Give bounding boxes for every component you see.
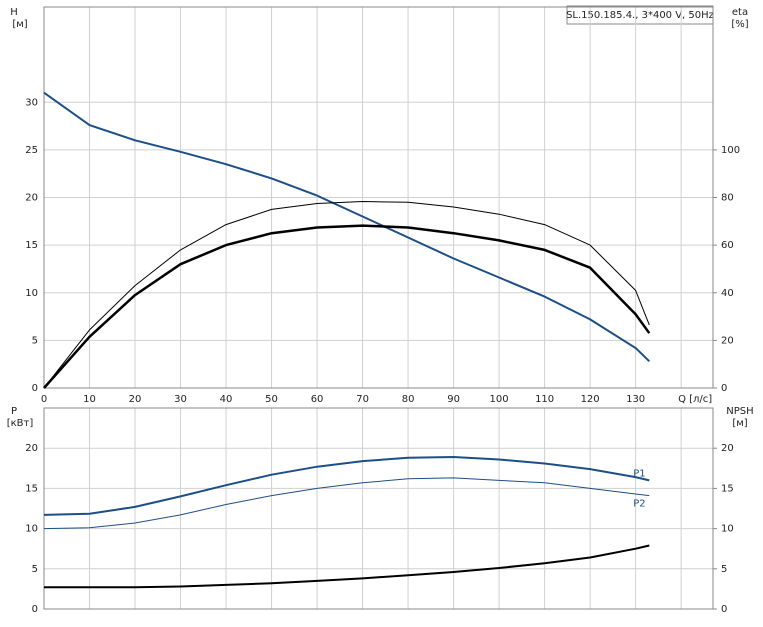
y2-tick-label: 5 (721, 564, 727, 575)
x-tick-label: 90 (447, 394, 460, 405)
y2-tick-label: 80 (721, 193, 734, 204)
x-tick-label: 20 (129, 394, 142, 405)
x-tick-label: 130 (626, 394, 645, 405)
x-tick-label: 100 (490, 394, 509, 405)
x-tick-label: 120 (581, 394, 600, 405)
x-tick-label: 70 (356, 394, 369, 405)
x-tick-label: 40 (220, 394, 233, 405)
y-tick-label: 15 (25, 240, 38, 251)
y2-tick-label: 0 (721, 383, 727, 394)
chart-title: SL.150.185.4., 3*400 V, 50Hz (566, 10, 714, 21)
x-tick-label: 50 (265, 394, 278, 405)
x-tick-label: 80 (402, 394, 415, 405)
curve (44, 544, 650, 589)
y2-axis-unit: [%] (731, 19, 748, 30)
y2-tick-label: 20 (721, 335, 734, 346)
y-axis-label: H (10, 7, 18, 18)
y-axis-unit: [кВт] (7, 418, 34, 429)
y-tick-label: 5 (32, 335, 38, 346)
curve-label: P2 (633, 499, 645, 510)
y-tick-label: 0 (32, 604, 38, 615)
y-tick-label: 20 (25, 193, 38, 204)
curve (43, 456, 650, 516)
plot-frame (43, 407, 714, 610)
curve (43, 201, 650, 389)
y-axis-unit: [м] (12, 19, 27, 30)
y2-tick-label: 60 (721, 240, 734, 251)
curve (43, 477, 650, 530)
y2-axis-label: NPSH (726, 406, 753, 417)
y-tick-label: 30 (25, 97, 38, 108)
y-tick-label: 10 (25, 288, 38, 299)
x-tick-label: Q [л/с] (678, 394, 712, 405)
y-axis-label: P (11, 406, 17, 417)
y-tick-label: 25 (25, 145, 38, 156)
curve (43, 91, 650, 363)
plot-frame (43, 6, 714, 389)
y2-axis-unit: [м] (732, 418, 747, 429)
x-tick-label: 30 (174, 394, 187, 405)
y2-axis-label: eta (732, 7, 748, 18)
y2-tick-label: 10 (721, 524, 734, 535)
x-tick-label: 10 (83, 394, 96, 405)
x-tick-label: 0 (41, 394, 47, 405)
x-tick-label: 60 (311, 394, 324, 405)
y-tick-label: 10 (25, 524, 38, 535)
curve (43, 224, 651, 389)
y2-tick-label: 15 (721, 483, 734, 494)
y-tick-label: 20 (25, 443, 38, 454)
y-tick-label: 0 (32, 383, 38, 394)
y2-tick-label: 0 (721, 604, 727, 615)
y2-tick-label: 20 (721, 443, 734, 454)
y2-tick-label: 100 (721, 145, 740, 156)
curve-label: P1 (633, 468, 645, 479)
x-tick-label: 110 (535, 394, 554, 405)
y-tick-label: 15 (25, 483, 38, 494)
y2-tick-label: 40 (721, 288, 734, 299)
y-tick-label: 5 (32, 564, 38, 575)
